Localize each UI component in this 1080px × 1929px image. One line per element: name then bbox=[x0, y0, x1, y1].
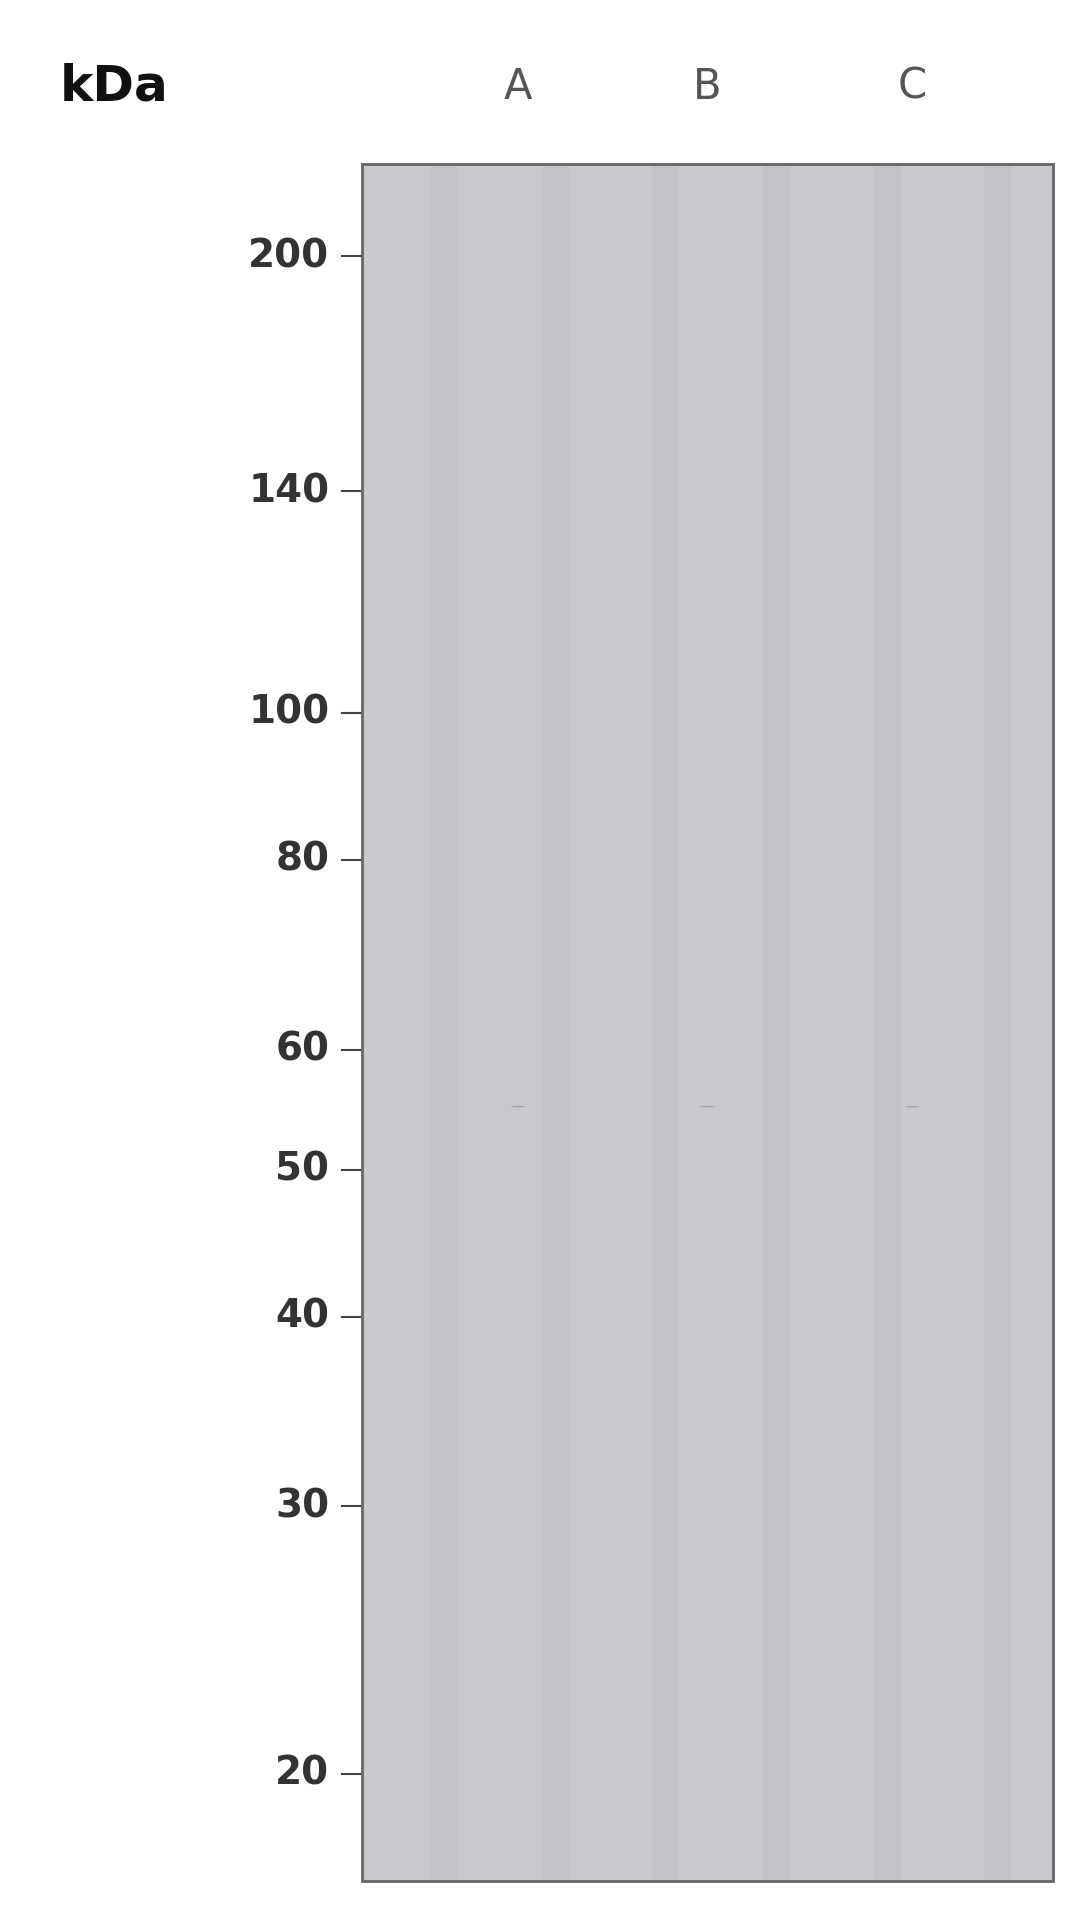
Text: 200: 200 bbox=[248, 237, 329, 276]
Text: A: A bbox=[504, 66, 532, 108]
Bar bbox=[874, 164, 901, 1881]
Text: 40: 40 bbox=[275, 1298, 329, 1335]
Text: 100: 100 bbox=[248, 694, 329, 731]
Text: C: C bbox=[899, 66, 927, 108]
Bar bbox=[431, 164, 458, 1881]
Text: 60: 60 bbox=[275, 1030, 329, 1069]
Bar bbox=[762, 164, 791, 1881]
Text: 80: 80 bbox=[275, 841, 329, 880]
Bar bbox=[984, 164, 1011, 1881]
Bar bbox=[362, 164, 1053, 1881]
Bar bbox=[652, 164, 679, 1881]
Bar bbox=[362, 164, 1053, 1881]
Bar bbox=[542, 164, 569, 1881]
Text: 50: 50 bbox=[275, 1152, 329, 1188]
Text: 20: 20 bbox=[275, 1755, 329, 1792]
Text: kDa: kDa bbox=[59, 64, 168, 110]
Text: 30: 30 bbox=[275, 1487, 329, 1526]
Text: 140: 140 bbox=[248, 473, 329, 509]
Text: B: B bbox=[693, 66, 721, 108]
